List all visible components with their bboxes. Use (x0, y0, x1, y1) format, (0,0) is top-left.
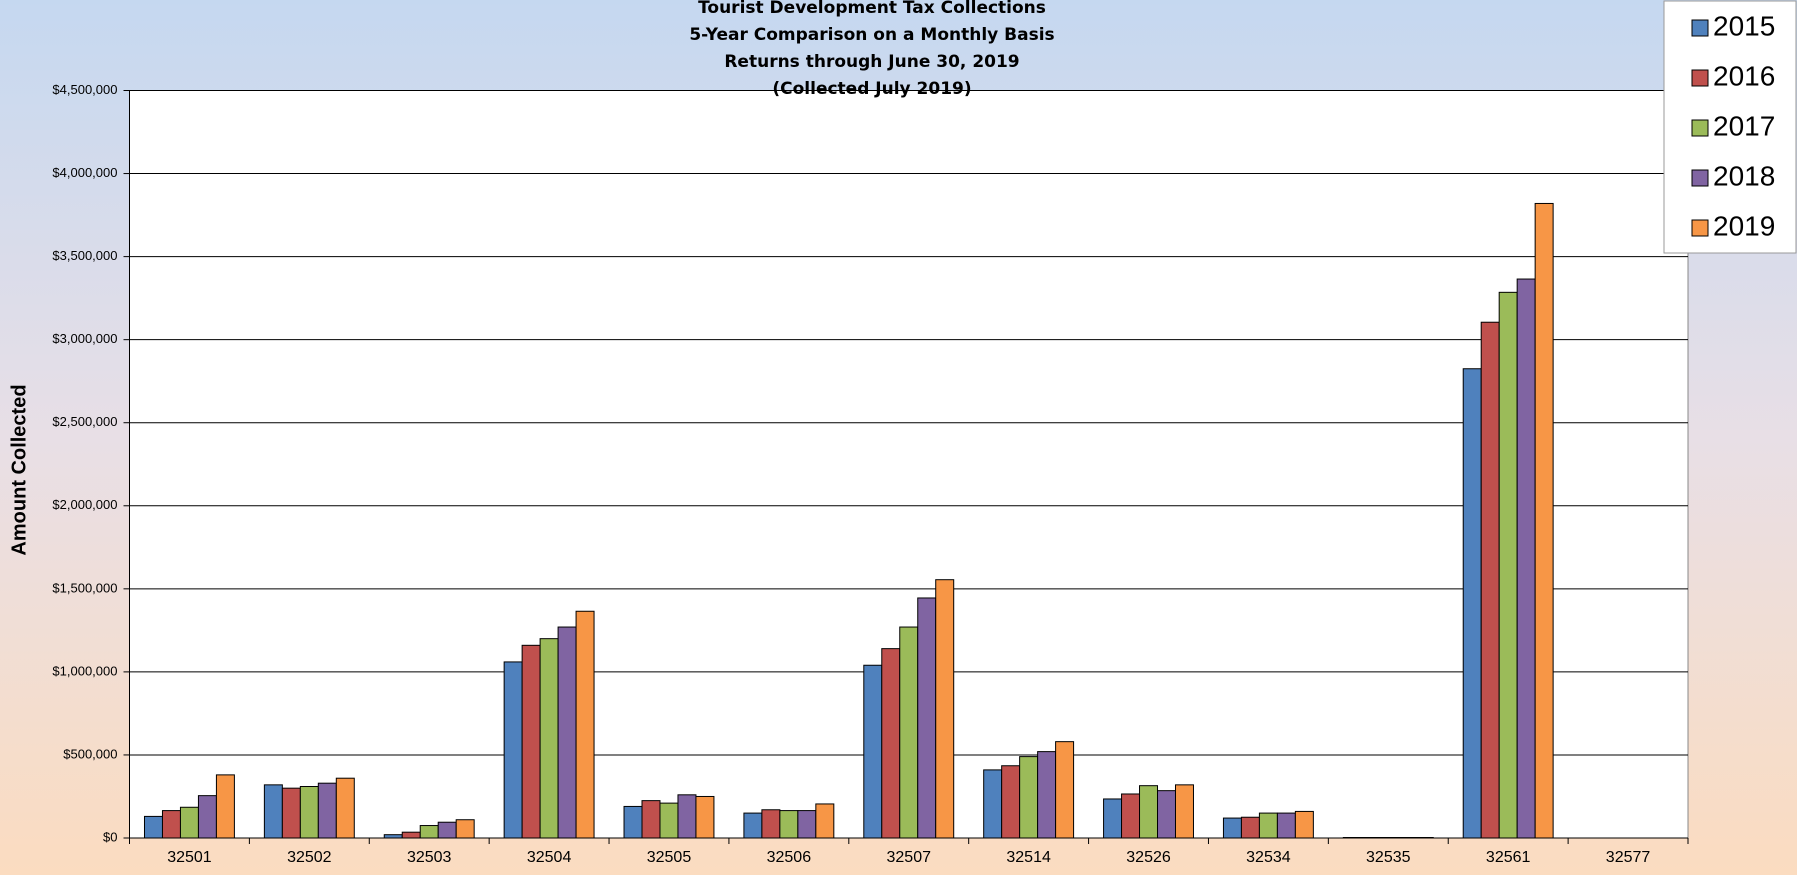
bar (899, 626, 919, 839)
legend-label: 2019 (1713, 210, 1775, 241)
y-axis-label: Amount Collected (8, 384, 30, 555)
bar (335, 777, 355, 839)
bar (263, 784, 283, 839)
chart-title: 5-Year Comparison on a Monthly Basis (689, 25, 1054, 45)
bar (983, 769, 1003, 839)
bar (623, 805, 643, 839)
bar (1258, 812, 1278, 839)
bar (659, 802, 679, 839)
legend-label: 2015 (1713, 10, 1775, 41)
legend-label: 2018 (1713, 160, 1775, 191)
bar (641, 800, 661, 839)
bar (197, 795, 217, 839)
bar (1157, 790, 1176, 839)
bar (863, 664, 883, 839)
bar (455, 819, 475, 839)
legend-swatch (1691, 169, 1709, 187)
x-tick-label: 32514 (1006, 849, 1051, 866)
y-tick-label: $4,000,000 (52, 165, 117, 180)
bar (419, 825, 439, 839)
y-tick-label: $3,500,000 (52, 248, 117, 263)
legend-box (1663, 0, 1797, 254)
bar (1480, 321, 1500, 839)
bar (521, 644, 541, 839)
bar (815, 803, 835, 839)
legend-swatch (1691, 119, 1709, 137)
legend-swatch (1691, 219, 1709, 237)
bar (917, 597, 937, 839)
bar (1019, 756, 1039, 839)
bar (1055, 741, 1075, 839)
bar (1222, 817, 1242, 839)
bar (1276, 812, 1296, 839)
chart-title: (Collected July 2019) (772, 79, 971, 99)
y-tick-label: $500,000 (63, 746, 117, 761)
x-tick-label: 32503 (407, 849, 452, 866)
y-tick-label: $2,500,000 (52, 414, 117, 429)
bar (1001, 765, 1021, 839)
bar (743, 812, 763, 839)
chart-title: Returns through June 30, 2019 (724, 52, 1019, 72)
bar (281, 787, 301, 839)
bar (935, 579, 955, 839)
x-tick-label: 32504 (527, 849, 572, 866)
legend-label: 2017 (1713, 110, 1775, 141)
bar (383, 834, 403, 839)
legend-label: 2016 (1713, 60, 1775, 91)
bar (1037, 751, 1057, 839)
x-tick-label: 32507 (887, 849, 932, 866)
x-tick-label: 32561 (1486, 849, 1531, 866)
bar (503, 661, 523, 839)
bar (779, 810, 799, 839)
legend-swatch (1691, 69, 1709, 87)
bar (317, 782, 337, 839)
bar (1534, 202, 1554, 839)
x-tick-label: 32502 (287, 849, 332, 866)
bar (215, 774, 235, 839)
x-tick-label: 32577 (1606, 849, 1651, 866)
chart-title: Tourist Development Tax Collections (698, 0, 1046, 18)
x-tick-label: 32501 (167, 849, 212, 866)
y-tick-label: $0 (103, 829, 117, 844)
bar (437, 821, 457, 839)
bar (1139, 785, 1159, 839)
x-tick-label: 32526 (1126, 849, 1171, 866)
bar (1498, 291, 1518, 839)
y-tick-label: $1,000,000 (52, 663, 117, 678)
bar (881, 648, 901, 839)
y-tick-label: $3,000,000 (52, 331, 117, 346)
x-tick-label: 32534 (1246, 849, 1291, 866)
bar (1121, 793, 1141, 839)
bar (1516, 278, 1536, 839)
bar (575, 610, 595, 839)
bar (1294, 810, 1314, 839)
legend-swatch (1691, 19, 1709, 37)
bar (539, 638, 559, 839)
y-tick-label: $4,500,000 (52, 82, 117, 97)
bar (1174, 784, 1194, 839)
bar (179, 806, 199, 839)
bar (299, 786, 319, 839)
bar (1240, 816, 1260, 839)
bar (761, 809, 781, 839)
bar (1462, 368, 1482, 839)
x-tick-label: 32506 (767, 849, 812, 866)
x-tick-label: 32535 (1366, 849, 1411, 866)
bar (797, 810, 817, 839)
bar (161, 810, 181, 839)
bar (143, 815, 163, 839)
y-tick-label: $2,000,000 (52, 497, 117, 512)
bar (401, 831, 421, 839)
bar (695, 795, 715, 839)
bar (557, 626, 577, 839)
bar (1103, 798, 1123, 839)
y-tick-label: $1,500,000 (52, 580, 117, 595)
x-tick-label: 32505 (647, 849, 692, 866)
bar (677, 794, 697, 839)
